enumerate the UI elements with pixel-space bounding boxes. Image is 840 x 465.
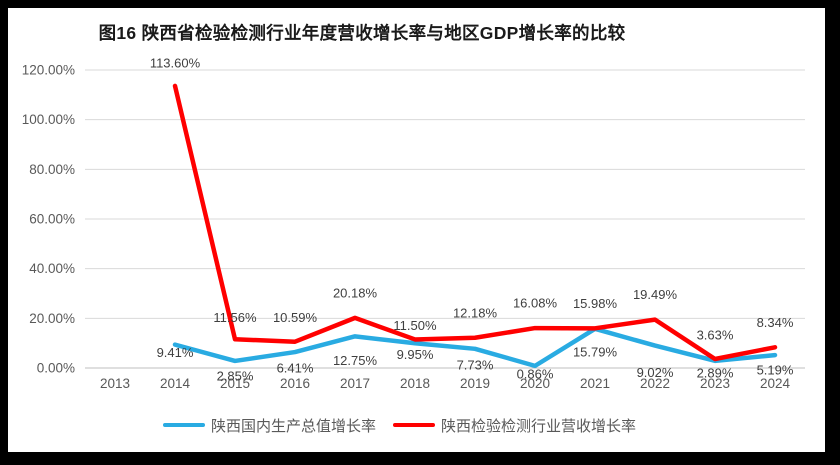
svg-text:20.00%: 20.00% xyxy=(29,311,75,326)
svg-text:2016: 2016 xyxy=(280,376,310,391)
svg-text:5.19%: 5.19% xyxy=(757,363,794,378)
legend-label-industry: 陕西检验检测行业营收增长率 xyxy=(441,417,637,435)
svg-text:2024: 2024 xyxy=(760,376,791,391)
svg-text:2015: 2015 xyxy=(220,376,250,391)
legend-label-gdp: 陕西国内生产总值增长率 xyxy=(210,417,376,435)
svg-text:2013: 2013 xyxy=(100,376,130,391)
svg-text:11.56%: 11.56% xyxy=(213,310,257,325)
svg-text:15.98%: 15.98% xyxy=(573,296,618,311)
svg-text:12.18%: 12.18% xyxy=(453,305,498,320)
svg-text:12.75%: 12.75% xyxy=(333,353,378,368)
chart-title: 图16 陕西省检验检测行业年度营收增长率与地区GDP增长率的比较 xyxy=(98,23,626,43)
svg-text:2021: 2021 xyxy=(580,376,610,391)
svg-text:60.00%: 60.00% xyxy=(29,212,75,227)
svg-text:16.08%: 16.08% xyxy=(513,296,558,311)
svg-text:2018: 2018 xyxy=(400,376,430,391)
svg-text:15.79%: 15.79% xyxy=(573,344,618,359)
svg-text:11.50%: 11.50% xyxy=(393,318,437,333)
svg-text:0.86%: 0.86% xyxy=(517,366,554,381)
legend-item-gdp: 陕西国内生产总值增长率 xyxy=(162,415,376,436)
svg-text:8.34%: 8.34% xyxy=(757,315,794,330)
svg-text:2014: 2014 xyxy=(160,376,191,391)
svg-text:113.60%: 113.60% xyxy=(150,55,201,70)
svg-text:2017: 2017 xyxy=(340,376,370,391)
chart-surface: 图16 陕西省检验检测行业年度营收增长率与地区GDP增长率的比较 0.00% 20… xyxy=(8,8,825,452)
chart-plot: 0.00% 20.00% 40.00% 60.00% 80.00% 100.00% 120.… xyxy=(22,55,805,391)
chart-legend: 陕西国内生产总值增长率 陕西检验检测行业营收增长率 xyxy=(0,414,808,436)
svg-text:120.00%: 120.00% xyxy=(22,63,75,78)
svg-text:6.41%: 6.41% xyxy=(277,361,314,376)
gdp-line-legend-swatch xyxy=(162,422,205,428)
svg-text:20.18%: 20.18% xyxy=(333,285,378,300)
industry-line-legend-swatch xyxy=(393,422,435,428)
svg-text:7.73%: 7.73% xyxy=(457,357,494,372)
svg-text:40.00%: 40.00% xyxy=(29,261,75,276)
svg-text:2.89%: 2.89% xyxy=(697,365,734,380)
svg-text:19.49%: 19.49% xyxy=(633,287,678,302)
svg-text:0.00%: 0.00% xyxy=(37,361,75,376)
svg-text:100.00%: 100.00% xyxy=(22,112,75,127)
svg-text:9.41%: 9.41% xyxy=(157,345,194,360)
svg-text:10.59%: 10.59% xyxy=(273,310,318,325)
svg-text:9.02%: 9.02% xyxy=(637,365,674,380)
svg-text:80.00%: 80.00% xyxy=(29,162,75,177)
svg-text:3.63%: 3.63% xyxy=(697,327,734,342)
legend-item-industry: 陕西检验检测行业营收增长率 xyxy=(393,415,636,436)
svg-text:2020: 2020 xyxy=(520,376,550,391)
svg-text:2022: 2022 xyxy=(640,376,670,391)
svg-text:2.85%: 2.85% xyxy=(217,368,254,383)
svg-text:9.95%: 9.95% xyxy=(397,347,434,362)
svg-text:2023: 2023 xyxy=(700,376,730,391)
svg-text:2019: 2019 xyxy=(460,376,490,391)
